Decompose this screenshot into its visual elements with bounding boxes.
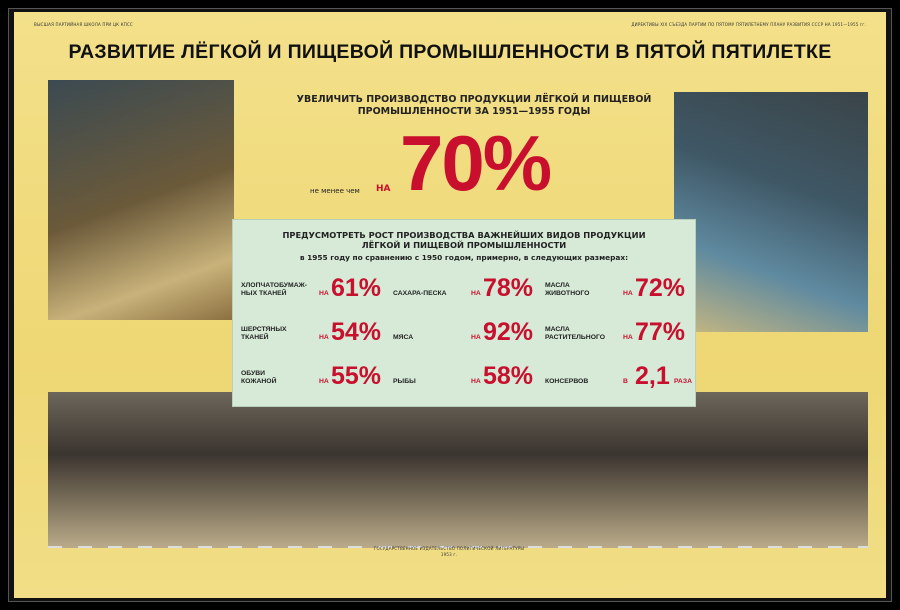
panel-line2: ЛЁГКОЙ И ПИЩЕВОЙ ПРОМЫШЛЕННОСТИ [361, 240, 567, 250]
target-label: ХЛОПЧАТОБУМАЖ- НЫХ ТКАНЕЙ [241, 282, 315, 298]
target-label-line1: ХЛОПЧАТОБУМАЖ- [241, 282, 308, 289]
target-label: МЯСА [393, 334, 467, 342]
target-item: МАСЛА РАСТИТЕЛЬНОГО НА 77% [545, 314, 695, 346]
header-left-small: ВЫСШАЯ ПАРТИЙНАЯ ШКОЛА ПРИ ЦК КПСС [34, 22, 133, 27]
target-na: НА [319, 290, 329, 297]
panel-subheading: в 1955 году по сравнению с 1950 годом, п… [299, 253, 629, 262]
photo-shoe-factory [48, 80, 234, 320]
target-label-line2: ТКАНЕЙ [241, 334, 269, 341]
poster-title: РАЗВИТИЕ ЛЁГКОЙ И ПИЩЕВОЙ ПРОМЫШЛЕННОСТИ… [68, 41, 832, 63]
goal-line1: УВЕЛИЧИТЬ ПРОИЗВОДСТВО ПРОДУКЦИИ ЛЁГКОЙ … [296, 94, 652, 105]
footer: ГОСУДАРСТВЕННОЕ ИЗДАТЕЛЬСТВО ПОЛИТИЧЕСКО… [354, 546, 544, 558]
target-value: 92% [483, 318, 534, 346]
target-suffix: РАЗА [674, 378, 693, 385]
target-value: 2,1 [635, 362, 670, 390]
target-value: 58% [483, 362, 534, 390]
target-label-line2: ЖИВОТНОГО [545, 290, 590, 297]
target-label: ОБУВИ КОЖАНОЙ [241, 370, 315, 386]
target-na: НА [471, 290, 481, 297]
target-label: ШЕРСТЯНЫХ ТКАНЕЙ [241, 326, 315, 342]
goal-na: НА [376, 184, 391, 194]
target-label: МАСЛА РАСТИТЕЛЬНОГО [545, 326, 619, 342]
poster: ВЫСШАЯ ПАРТИЙНАЯ ШКОЛА ПРИ ЦК КПСС ДИРЕК… [14, 12, 886, 598]
target-na: НА [623, 334, 633, 341]
target-na: НА [623, 290, 633, 297]
target-label-line2: КОЖАНОЙ [241, 378, 277, 385]
target-value: 72% [635, 274, 686, 302]
goal-value: 70% [400, 119, 552, 207]
goal-heading: УВЕЛИЧИТЬ ПРОИЗВОДСТВО ПРОДУКЦИИ ЛЁГКОЙ … [274, 94, 674, 118]
goal-prefix: не менее чем [310, 187, 360, 195]
footer-year: 1953 г. [440, 552, 458, 557]
target-value: 77% [635, 318, 686, 346]
target-label: САХАРА-ПЕСКА [393, 290, 467, 298]
target-item: ОБУВИ КОЖАНОЙ НА 55% [241, 358, 391, 390]
target-label: МАСЛА ЖИВОТНОГО [545, 282, 619, 298]
target-label-line2: КОНСЕРВОВ [545, 378, 589, 385]
target-item: САХАРА-ПЕСКА НА 78% [393, 270, 543, 302]
target-item: ШЕРСТЯНЫХ ТКАНЕЙ НА 54% [241, 314, 391, 346]
target-na: В [623, 378, 628, 385]
panel-heading: ПРЕДУСМОТРЕТЬ РОСТ ПРОИЗВОДСТВА ВАЖНЕЙШИ… [233, 230, 695, 250]
footer-publisher: ГОСУДАРСТВЕННОЕ ИЗДАТЕЛЬСТВО ПОЛИТИЧЕСКО… [373, 546, 525, 551]
target-item: РЫБЫ НА 58% [393, 358, 543, 390]
target-label-line2: РАСТИТЕЛЬНОГО [545, 334, 606, 341]
target-na: НА [319, 378, 329, 385]
panel-line1: ПРЕДУСМОТРЕТЬ РОСТ ПРОИЗВОДСТВА ВАЖНЕЙШИ… [282, 230, 646, 240]
target-label-line1: ОБУВИ [241, 370, 266, 377]
target-item: МАСЛА ЖИВОТНОГО НА 72% [545, 270, 695, 302]
target-label-line2: НЫХ ТКАНЕЙ [241, 290, 287, 297]
target-value: 55% [331, 362, 382, 390]
target-item: КОНСЕРВОВ В 2,1 РАЗА [545, 358, 695, 390]
target-value: 54% [331, 318, 382, 346]
photo-cannery [674, 92, 868, 332]
target-label-line2: МЯСА [393, 334, 414, 341]
photo-textile-mill [48, 392, 868, 548]
target-na: НА [471, 334, 481, 341]
target-na: НА [319, 334, 329, 341]
target-label-line2: РЫБЫ [393, 378, 416, 385]
goal-line2: ПРОМЫШЛЕННОСТИ ЗА 1951—1955 ГОДЫ [357, 106, 591, 117]
target-value: 78% [483, 274, 534, 302]
target-label: КОНСЕРВОВ [545, 378, 619, 386]
target-item: МЯСА НА 92% [393, 314, 543, 346]
target-label-line1: ШЕРСТЯНЫХ [241, 326, 287, 333]
targets-panel: ПРЕДУСМОТРЕТЬ РОСТ ПРОИЗВОДСТВА ВАЖНЕЙШИ… [232, 219, 696, 407]
target-label-line1: МАСЛА [545, 282, 570, 289]
target-value: 61% [331, 274, 382, 302]
target-label: РЫБЫ [393, 378, 467, 386]
target-item: ХЛОПЧАТОБУМАЖ- НЫХ ТКАНЕЙ НА 61% [241, 270, 391, 302]
header-right-small: ДИРЕКТИВЫ XIX СЪЕЗДА ПАРТИИ ПО ПЯТОМУ ПЯ… [631, 22, 866, 27]
target-label-line1: МАСЛА [545, 326, 570, 333]
target-label-line2: САХАРА-ПЕСКА [393, 290, 447, 297]
target-na: НА [471, 378, 481, 385]
